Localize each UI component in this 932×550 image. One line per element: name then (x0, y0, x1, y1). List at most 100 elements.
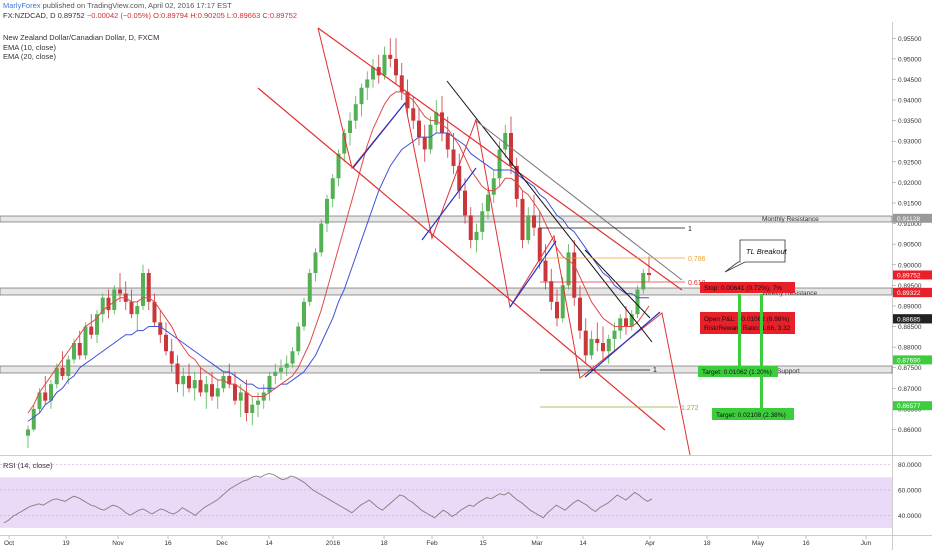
author-name[interactable]: MarlyForex (3, 1, 41, 10)
candle-body[interactable] (417, 120, 421, 138)
candle-body[interactable] (445, 133, 450, 150)
rsi-legend[interactable]: RSI (14, close) (3, 461, 53, 470)
candle-body[interactable] (342, 133, 347, 154)
candle-body[interactable] (181, 375, 186, 385)
candle-body[interactable] (313, 252, 318, 273)
candle-body[interactable] (589, 338, 594, 356)
ema10-line[interactable] (27, 91, 650, 414)
candle-body[interactable] (365, 79, 370, 88)
candle-body[interactable] (497, 149, 502, 179)
candle-body[interactable] (204, 384, 209, 393)
candle-body[interactable] (273, 371, 278, 376)
channel-lower-line[interactable] (257, 87, 666, 431)
candle-body[interactable] (440, 112, 444, 133)
blue-flag-3[interactable] (509, 240, 557, 308)
blue-flag-4[interactable] (584, 311, 661, 378)
tl-breakout-callout[interactable] (724, 239, 786, 273)
candle-body[interactable] (95, 314, 99, 335)
candle-body[interactable] (348, 120, 352, 133)
candle-body[interactable] (77, 343, 82, 356)
grey-trendline[interactable] (474, 119, 683, 281)
candle-body[interactable] (595, 338, 600, 343)
candle-body[interactable] (233, 384, 237, 401)
wave-zigzag[interactable] (317, 27, 691, 456)
candle-body[interactable] (353, 104, 358, 121)
black-trendline-2[interactable] (584, 249, 651, 319)
candle-body[interactable] (100, 297, 105, 315)
candle-body[interactable] (175, 363, 180, 385)
candle-body[interactable] (388, 54, 393, 59)
candle-body[interactable] (129, 301, 134, 315)
candle-body[interactable] (474, 231, 479, 241)
support-zone[interactable] (0, 365, 893, 374)
candle-body[interactable] (583, 330, 588, 356)
candle-body[interactable] (267, 375, 272, 393)
candle-body[interactable] (284, 363, 289, 368)
candle-body[interactable] (618, 318, 623, 331)
monthly-resistance-zone[interactable] (0, 215, 893, 223)
candle-body[interactable] (543, 260, 548, 282)
time-axis[interactable]: Oct 19 Nov 16 Dec 14 2016 18 Feb 15 Mar 14 Apr 18 May 1… (4, 536, 872, 547)
candle-body[interactable] (118, 289, 122, 294)
candle-body[interactable] (560, 285, 565, 319)
target-1-box[interactable] (698, 366, 778, 377)
candle-body[interactable] (635, 289, 640, 315)
blue-flag-2[interactable] (421, 167, 477, 241)
candle-body[interactable] (624, 318, 628, 327)
candle-body[interactable] (330, 178, 335, 199)
candle-body[interactable] (486, 194, 490, 212)
candle-body[interactable] (43, 392, 48, 401)
candle-body[interactable] (37, 392, 42, 409)
candle-body[interactable] (296, 326, 301, 352)
candle-body[interactable] (422, 137, 427, 150)
candle-body[interactable] (480, 211, 485, 232)
candle-body[interactable] (520, 198, 525, 241)
candle-body[interactable] (491, 178, 496, 195)
candle-body[interactable] (49, 384, 53, 401)
candle-body[interactable] (135, 305, 140, 315)
candle-body[interactable] (468, 215, 473, 241)
pl-box[interactable] (700, 312, 795, 334)
candle-body[interactable] (405, 91, 410, 109)
candle-body[interactable] (307, 273, 312, 302)
candle-body[interactable] (555, 301, 559, 319)
candle-body[interactable] (463, 190, 467, 216)
candle-body[interactable] (31, 408, 36, 430)
candle-body[interactable] (256, 400, 260, 405)
candle-body[interactable] (572, 252, 577, 298)
candle-body[interactable] (509, 133, 513, 166)
candle-body[interactable] (244, 392, 249, 413)
candle-body[interactable] (532, 215, 536, 228)
stop-box[interactable] (700, 282, 795, 293)
price-axis[interactable]: 0.95500 0.95000 0.94500 0.94000 0.93500 0.930… (892, 36, 922, 434)
candle-body[interactable] (290, 351, 295, 364)
candle-body[interactable] (451, 149, 456, 166)
candle-body[interactable] (72, 343, 76, 360)
candle-body[interactable] (399, 75, 404, 92)
candle-body[interactable] (394, 58, 398, 76)
blue-flag-1[interactable] (352, 102, 406, 169)
candle-body[interactable] (146, 273, 151, 302)
candle-body[interactable] (54, 367, 59, 385)
candle-body[interactable] (382, 54, 387, 76)
candle-body[interactable] (66, 359, 71, 376)
candle-body[interactable] (647, 273, 651, 276)
candle-body[interactable] (578, 297, 582, 331)
candle-body[interactable] (227, 375, 232, 385)
candle-body[interactable] (215, 388, 220, 397)
candle-body[interactable] (549, 281, 554, 302)
candle-body[interactable] (106, 297, 111, 311)
candle-body[interactable] (158, 322, 163, 335)
candle-body[interactable] (26, 429, 30, 436)
target-2-box[interactable] (712, 408, 794, 420)
candle-body[interactable] (612, 330, 617, 339)
candle-body[interactable] (319, 223, 324, 253)
candle-body[interactable] (169, 351, 174, 364)
candle-body[interactable] (537, 227, 542, 261)
candle-body[interactable] (336, 153, 341, 179)
weekly-resistance-zone[interactable] (0, 287, 893, 296)
candle-body[interactable] (606, 338, 611, 352)
candle-body[interactable] (411, 108, 416, 121)
channel-upper-line[interactable] (317, 27, 683, 291)
